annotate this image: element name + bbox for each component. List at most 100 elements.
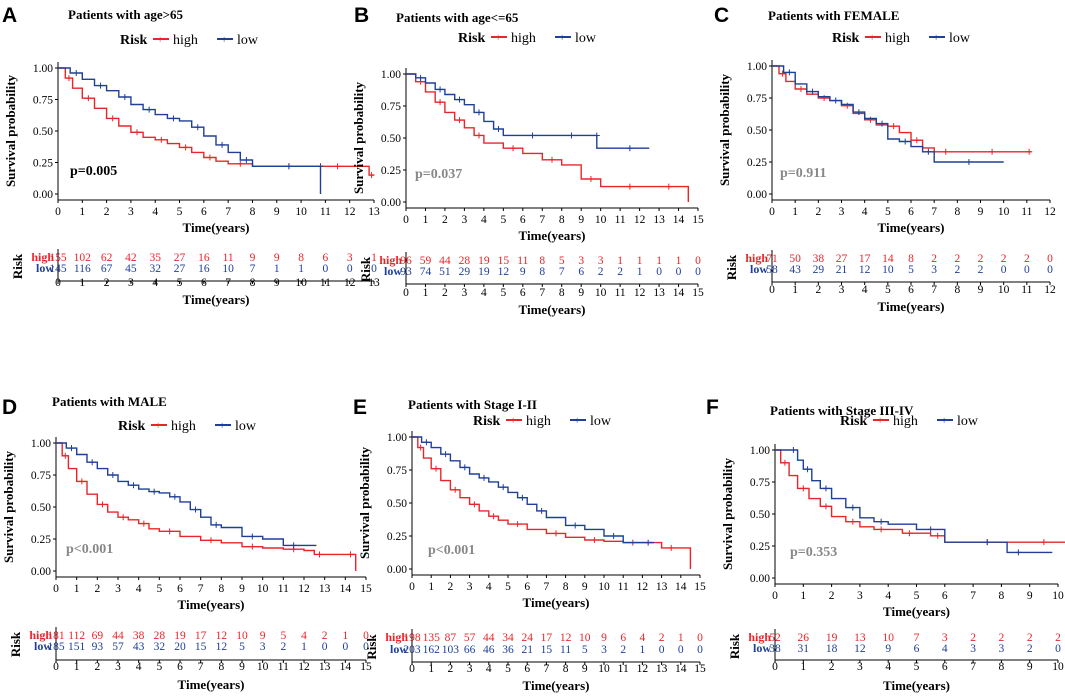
risk-table-title: Risk [358,256,373,282]
risk-row-label-low: low [390,642,408,656]
risk-count-high: 2 [659,632,665,644]
risk-count-low: 51 [439,266,451,278]
risk-count-low: 2 [617,266,623,278]
risk-x-tick-label: 6 [524,663,530,675]
risk-count-low: 0 [659,644,665,656]
risk-x-tick-label: 11 [618,663,629,675]
risk-x-tick-label: 8 [218,661,224,673]
risk-count-low: 11 [560,644,571,656]
censor-mark-high [591,536,598,543]
risk-count-high: 6 [620,632,626,644]
censor-mark-high [781,459,788,466]
y-axis-label: Survival probability [351,81,366,194]
x-tick-label: 7 [539,214,545,226]
risk-x-tick-label: 12 [298,661,310,673]
x-tick-label: 5 [156,583,162,595]
risk-x-tick-label: 2 [104,277,110,289]
censor-mark-high [99,501,106,508]
x-tick-label: 0 [53,583,59,595]
risk-count-high: 19 [826,632,838,644]
legend-title: Risk [840,414,867,429]
censor-mark-high [334,163,341,170]
legend-marker-high: + [877,415,883,427]
risk-x-tick-label: 14 [673,287,685,299]
legend-item-high: high [171,419,196,434]
x-tick-label: 8 [563,581,569,593]
risk-count-low: 18 [826,643,838,655]
risk-x-tick-label: 6 [942,661,948,673]
x-axis-label: Time(years) [523,595,590,610]
risk-count-low: 36 [502,644,514,656]
risk-count-low: 29 [813,264,825,276]
risk-count-low: 0 [676,266,682,278]
censor-mark-low [500,484,507,491]
risk-count-low: 6 [914,643,920,655]
censor-mark-high [476,132,482,139]
risk-count-high: 15 [498,255,510,267]
censor-mark-low [73,70,80,77]
risk-table-title: Risk [10,253,25,279]
censor-mark-low [68,445,75,452]
risk-x-tick-label: 2 [448,663,454,675]
risk-count-high: 1 [637,255,643,267]
risk-count-low: 15 [195,641,207,653]
x-tick-label: 10 [1052,590,1064,602]
y-tick-label: 1.00 [750,445,770,457]
legend-marker-low: + [219,420,225,432]
censor-mark-low [568,132,575,139]
risk-row-label-high: high [31,250,54,264]
legend: Risk + high + low [473,414,612,429]
y-tick-label: 0.25 [747,157,767,169]
censor-mark-low [456,96,463,103]
censor-mark-high [62,452,69,459]
risk-row-label-low: low [34,639,52,653]
x-tick-label: 4 [136,583,142,595]
risk-x-tick-label: 9 [582,663,588,675]
x-tick-label: 3 [128,206,134,218]
censor-mark-low [171,493,178,500]
risk-count-high: 1 [678,632,684,644]
p-value: p=0.037 [415,167,462,182]
y-tick-label: 0.75 [33,95,53,107]
x-tick-label: 6 [520,214,526,226]
risk-count-high: 3 [578,255,584,267]
censor-mark-high [878,526,885,533]
censor-mark-low [461,464,468,471]
risk-count-low: 0 [656,266,662,278]
risk-count-low: 32 [154,641,166,653]
risk-count-high: 5 [559,255,565,267]
risk-x-tick-label: 10 [598,663,610,675]
risk-count-high: 9 [250,252,256,264]
legend-marker-low: + [559,32,565,44]
risk-x-tick-label: 15 [694,663,706,675]
risk-row-label-low: low [384,264,402,278]
risk-x-tick-label: 0 [409,663,415,675]
x-tick-label: 5 [885,206,891,218]
censor-mark-low [437,86,444,93]
x-axis-label: Time(years) [178,597,245,612]
risk-row-label-high: high [748,630,771,644]
legend-marker-high: + [157,34,163,46]
censor-mark-low [146,106,153,113]
risk-count-high: 50 [789,253,801,265]
risk-count-high: 19 [478,255,490,267]
censor-mark-low [317,163,324,170]
risk-x-tick-label: 3 [839,284,845,296]
x-tick-label: 6 [201,206,207,218]
censor-mark-low [822,485,829,492]
censor-mark-low [130,482,137,489]
x-tick-label: 2 [448,581,454,593]
risk-x-tick-label: 10 [1052,661,1064,673]
censor-mark-high [1026,148,1033,155]
legend-marker-low: + [574,415,580,427]
y-tick-label: 0.25 [31,534,51,546]
y-axis-label: Survival probability [717,73,732,186]
risk-x-tick-label: 0 [53,661,59,673]
legend-item-low: low [237,33,259,48]
censor-mark-high [890,123,897,130]
censor-mark-high [166,528,173,535]
censor-mark-high [549,156,555,163]
risk-x-tick-label: 9 [978,284,984,296]
risk-count-high: 17 [195,630,207,642]
